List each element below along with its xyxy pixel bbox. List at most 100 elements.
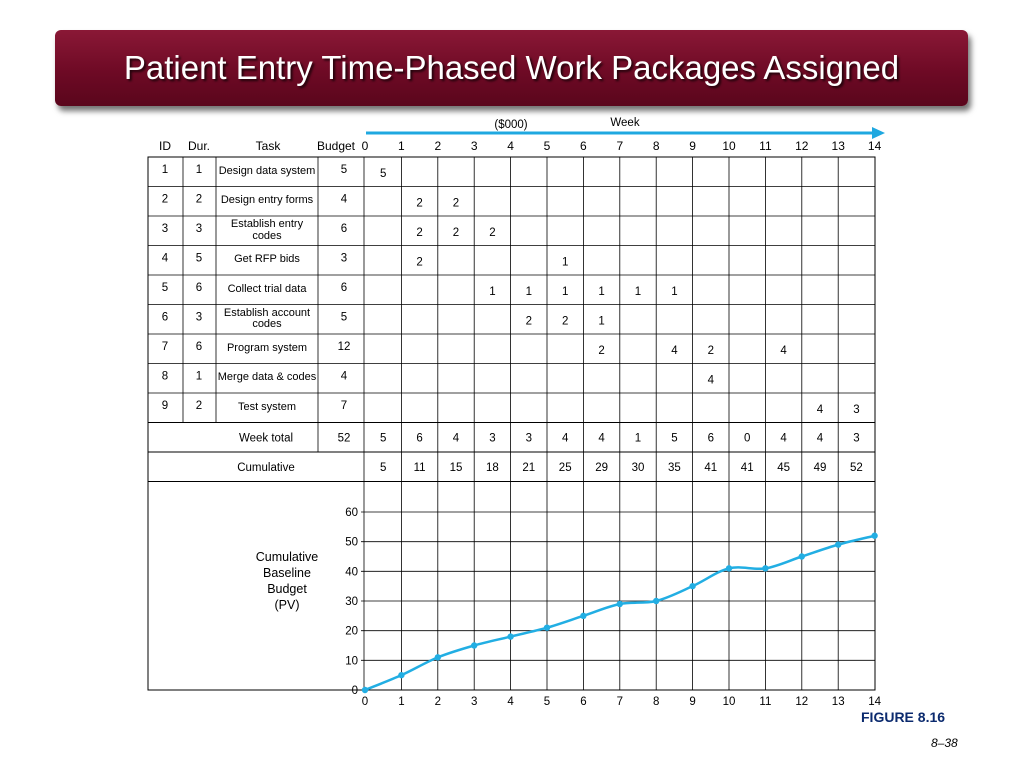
x-tick-label: 2 (435, 696, 441, 708)
week-total-value: 3 (853, 432, 859, 444)
task-alloc-w3: 2 (453, 227, 459, 239)
task-alloc-w4: 2 (489, 227, 495, 239)
week-total-value: 3 (526, 432, 532, 444)
header-week-10: 10 (722, 139, 736, 153)
header-week-5: 5 (544, 139, 551, 153)
cumulative-value: 41 (741, 462, 754, 474)
task-id: 5 (162, 282, 168, 294)
task-id: 1 (162, 164, 168, 176)
task-alloc-w7: 1 (598, 315, 604, 327)
x-tick-label: 3 (471, 696, 477, 708)
header-week-1: 1 (398, 139, 405, 153)
week-total-value: 5 (671, 432, 677, 444)
task-alloc-w5: 1 (526, 286, 532, 298)
task-name: Design data system (218, 164, 316, 177)
pv-point-week-13 (835, 541, 842, 548)
pv-point-week-14 (871, 532, 878, 539)
x-tick-label: 11 (759, 696, 771, 708)
task-alloc-w12: 4 (780, 345, 787, 357)
task-name: Program system (226, 341, 308, 354)
task-dur: 1 (196, 370, 202, 382)
title-banner: Patient Entry Time-Phased Work Packages … (55, 30, 968, 106)
cumulative-value: 29 (595, 462, 608, 474)
header-week-2: 2 (434, 139, 441, 153)
cumulative-value: 41 (704, 462, 717, 474)
x-tick-label: 13 (832, 696, 845, 708)
task-budget: 4 (341, 370, 348, 382)
week-total-label: Week total (239, 432, 293, 444)
task-alloc-w14: 3 (853, 404, 859, 416)
week-total-value: 4 (453, 432, 460, 444)
cumulative-value: 21 (522, 462, 535, 474)
x-tick-label: 1 (398, 696, 404, 708)
y-tick-label: 10 (345, 655, 358, 667)
week-total-value: 5 (380, 432, 386, 444)
pv-point-week-12 (798, 553, 805, 560)
task-id: 9 (162, 400, 168, 412)
pv-point-week-5 (543, 624, 551, 631)
task-alloc-w9: 4 (671, 345, 678, 357)
task-dur: 6 (196, 341, 202, 353)
x-tick-label: 8 (653, 696, 659, 708)
header-week-0: 0 (362, 139, 369, 153)
pv-point-week-7 (616, 600, 623, 608)
y-tick-label: 20 (345, 626, 358, 638)
chart-y-label: Cumulative Baseline Budget (PV) (256, 550, 319, 612)
task-budget: 3 (341, 252, 347, 264)
task-budget: 5 (341, 164, 347, 176)
week-total-value: 4 (780, 432, 787, 444)
cumulative-value: 18 (486, 462, 499, 474)
task-alloc-w6: 1 (562, 256, 568, 268)
pv-point-week-4 (507, 633, 514, 640)
cumulative-value: 35 (668, 462, 681, 474)
task-alloc-w2: 2 (416, 197, 422, 209)
header-budget: Budget (317, 139, 356, 153)
x-tick-label: 4 (507, 696, 514, 708)
task-id: 7 (162, 341, 168, 353)
header-week-12: 12 (795, 139, 809, 153)
header-week-9: 9 (689, 139, 696, 153)
task-alloc-w6: 2 (562, 315, 568, 327)
task-alloc-w7: 2 (598, 345, 604, 357)
x-tick-label: 0 (362, 696, 368, 708)
cumulative-value: 49 (814, 462, 827, 474)
header-week-8: 8 (653, 139, 660, 153)
task-id: 4 (162, 252, 169, 264)
week-total-value: 0 (744, 432, 750, 444)
x-tick-label: 7 (617, 696, 623, 708)
week-total-value: 6 (416, 432, 422, 444)
task-dur: 1 (196, 164, 202, 176)
week-total-value: 4 (598, 432, 605, 444)
task-id: 3 (162, 223, 168, 235)
page-number: 8–38 (931, 736, 958, 750)
header-week-13: 13 (832, 139, 846, 153)
y-tick-label: 30 (345, 596, 358, 608)
header-id: ID (159, 139, 171, 153)
x-tick-label: 5 (544, 696, 550, 708)
pv-point-week-3 (471, 642, 478, 649)
task-alloc-w2: 2 (416, 256, 422, 268)
x-tick-label: 9 (689, 696, 695, 708)
header-week-3: 3 (471, 139, 478, 153)
task-budget: 4 (341, 193, 348, 205)
header-dur: Dur. (188, 139, 210, 153)
task-alloc-w8: 1 (635, 286, 641, 298)
cumulative-value: 25 (559, 462, 572, 474)
task-id: 2 (162, 193, 168, 205)
cumulative-label: Cumulative (237, 462, 295, 474)
task-budget: 7 (341, 400, 347, 412)
task-budget: 12 (338, 341, 351, 353)
task-dur: 3 (196, 311, 202, 323)
task-dur: 5 (196, 252, 202, 264)
task-name: Test system (237, 400, 297, 413)
pv-point-week-0 (361, 686, 369, 694)
slide-title: Patient Entry Time-Phased Work Packages … (123, 49, 900, 86)
y-tick-label: 50 (345, 537, 358, 549)
pv-point-week-10 (725, 565, 733, 572)
header-week-7: 7 (616, 139, 623, 153)
cumulative-value: 45 (777, 462, 790, 474)
task-id: 6 (162, 311, 168, 323)
week-total-value: 4 (562, 432, 569, 444)
week-label: Week (610, 117, 639, 129)
